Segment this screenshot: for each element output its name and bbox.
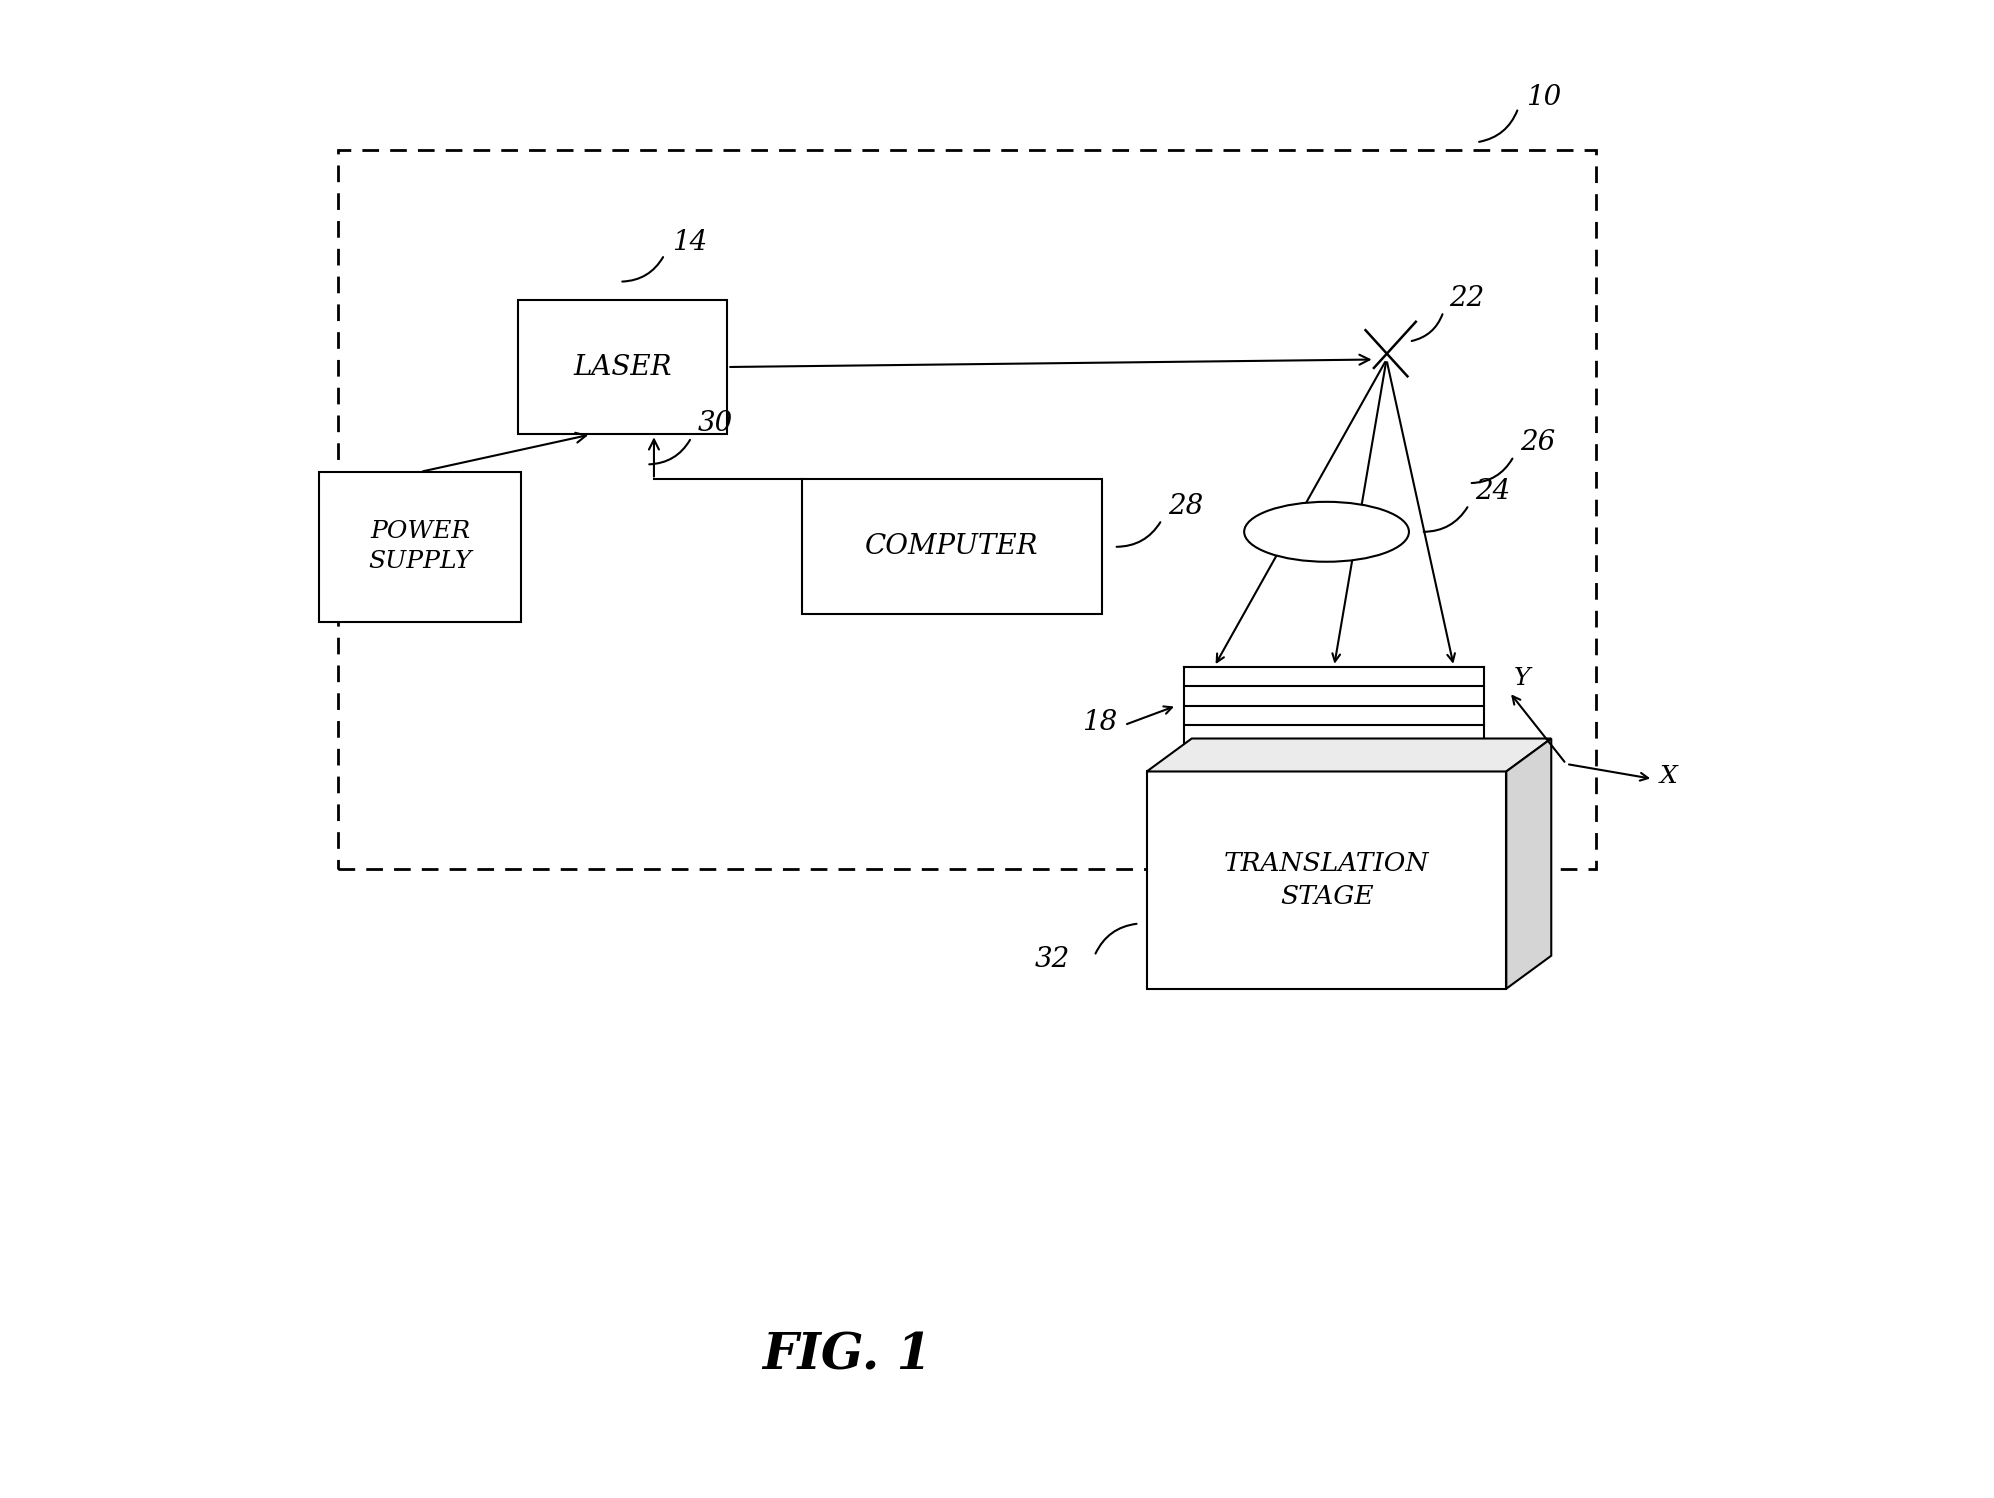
Text: 30: 30 (698, 410, 732, 437)
Text: 18: 18 (1083, 709, 1117, 736)
Text: 28: 28 (1168, 493, 1202, 520)
Bar (518, 300, 728, 434)
Text: X: X (1659, 765, 1677, 788)
Polygon shape (1147, 739, 1551, 771)
Text: POWER
SUPPLY: POWER SUPPLY (369, 520, 473, 574)
Polygon shape (1505, 739, 1551, 989)
Text: 10: 10 (1525, 84, 1561, 111)
Bar (1147, 771, 1505, 989)
Text: 14: 14 (672, 229, 708, 256)
Text: Y: Y (1513, 667, 1529, 689)
Text: 22: 22 (1450, 285, 1486, 312)
Text: FIG. 1: FIG. 1 (762, 1332, 931, 1380)
Text: 24: 24 (1476, 478, 1509, 505)
Text: TRANSLATION
STAGE: TRANSLATION STAGE (1224, 851, 1430, 909)
Ellipse shape (1244, 502, 1410, 562)
Bar (802, 479, 1103, 614)
Text: COMPUTER: COMPUTER (865, 533, 1039, 560)
Bar (337, 150, 1597, 869)
Text: 26: 26 (1519, 428, 1555, 457)
Bar (319, 472, 520, 622)
Text: 32: 32 (1035, 945, 1069, 974)
Text: LASER: LASER (572, 354, 672, 380)
